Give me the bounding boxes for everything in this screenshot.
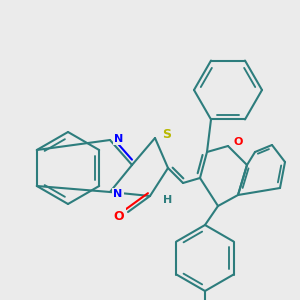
Text: O: O <box>114 209 124 223</box>
Text: N: N <box>114 134 124 144</box>
Text: N: N <box>113 189 123 199</box>
Text: O: O <box>233 137 243 147</box>
Text: H: H <box>164 195 172 205</box>
Text: S: S <box>163 128 172 142</box>
